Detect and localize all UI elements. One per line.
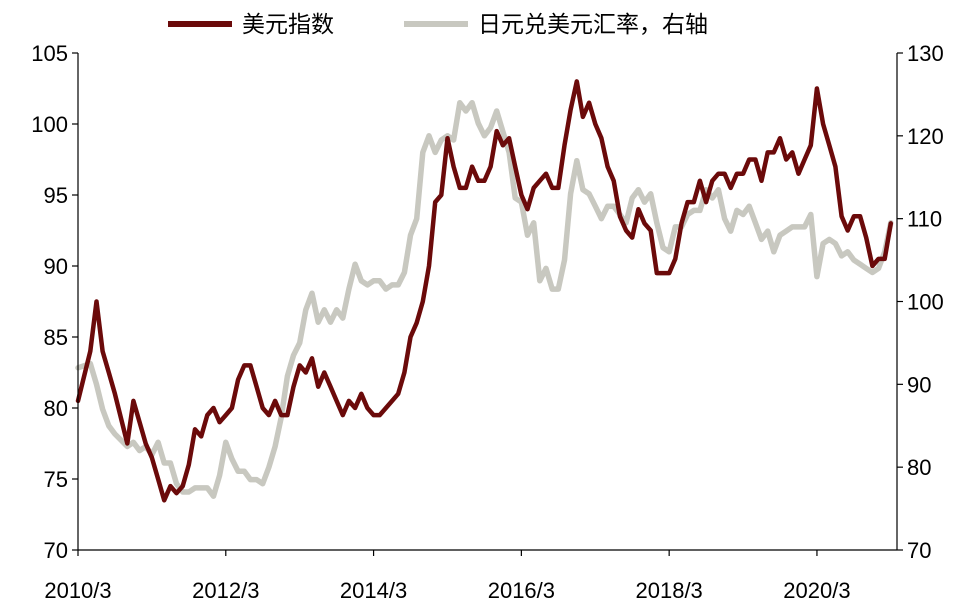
right-y-tick-label: 100 (907, 290, 944, 315)
ticks-layer: 70 75 80 85 90 95 100 105 70 80 90 100 110 120 130 2010… (31, 41, 943, 603)
x-tick-label: 2020/3 (783, 578, 850, 603)
x-tick-label: 2016/3 (488, 578, 555, 603)
series-line-jpy-usd (75, 99, 894, 499)
left-y-tick-label: 85 (44, 325, 68, 350)
right-y-tick-label: 120 (907, 124, 944, 149)
series-layer (75, 79, 894, 503)
series-line-dollar-index (75, 79, 894, 503)
x-tick-label: 2014/3 (340, 578, 407, 603)
right-y-tick-label: 90 (907, 372, 931, 397)
left-y-tick-label: 70 (44, 538, 68, 563)
right-y-tick-label: 70 (907, 538, 931, 563)
legend-label-dollar-index: 美元指数 (242, 12, 334, 38)
left-y-tick-label: 95 (44, 183, 68, 208)
left-y-tick-label: 75 (44, 467, 68, 492)
left-y-tick-label: 105 (31, 41, 68, 66)
legend-label-jpy-usd: 日元兑美元汇率，右轴 (478, 12, 708, 38)
x-tick-label: 2012/3 (192, 578, 259, 603)
right-y-tick-label: 80 (907, 455, 931, 480)
left-y-tick-label: 80 (44, 396, 68, 421)
legend: 美元指数 日元兑美元汇率，右轴 (168, 12, 708, 38)
x-tick-label: 2018/3 (636, 578, 703, 603)
left-y-tick-label: 100 (31, 112, 68, 137)
left-y-tick-label: 90 (44, 254, 68, 279)
x-tick-label: 2010/3 (44, 578, 111, 603)
right-y-tick-label: 110 (907, 207, 942, 232)
right-y-tick-label: 130 (907, 41, 944, 66)
